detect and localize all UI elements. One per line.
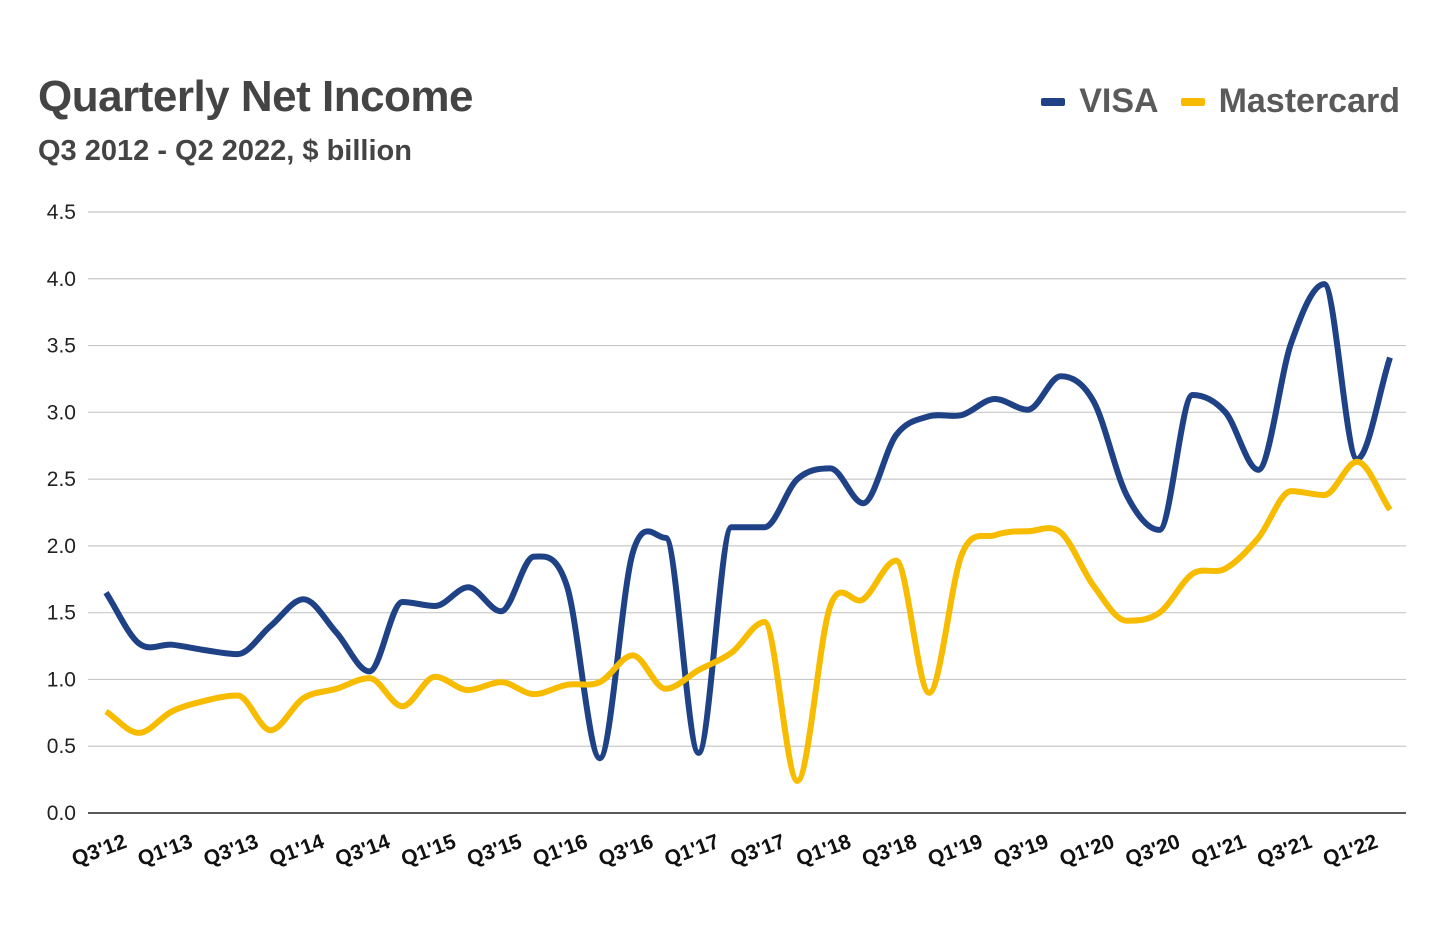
legend-swatch-visa xyxy=(1041,97,1066,106)
x-tick-label: Q1'14 xyxy=(266,830,327,871)
series-line-visa xyxy=(103,281,1393,762)
x-tick-label: Q3'21 xyxy=(1254,830,1315,871)
x-tick-label: Q1'22 xyxy=(1320,830,1381,871)
x-tick-label: Q1'17 xyxy=(661,830,722,871)
y-tick-label: 0.5 xyxy=(47,735,76,758)
legend-label-visa: VISA xyxy=(1079,82,1159,120)
x-tick-label: Q3'19 xyxy=(991,830,1052,871)
x-tick-label: Q3'14 xyxy=(332,830,393,871)
legend: VISA Mastercard xyxy=(1041,82,1400,121)
x-tick-label: Q3'15 xyxy=(464,830,525,871)
legend-item-visa: VISA xyxy=(1041,82,1159,121)
y-tick-label: 1.5 xyxy=(47,602,76,625)
x-tick-label: Q3'17 xyxy=(727,830,788,871)
series-line-mastercard xyxy=(104,458,1393,784)
y-tick-label: 2.0 xyxy=(47,535,76,558)
x-tick-label: Q3'16 xyxy=(596,830,657,871)
series-lines xyxy=(103,281,1393,784)
x-tick-label: Q1'19 xyxy=(925,830,986,871)
x-tick-label: Q1'20 xyxy=(1057,830,1118,871)
x-tick-label: Q3'20 xyxy=(1122,830,1183,871)
x-axis-ticks: Q3'12 Q1'13 Q3'13 Q1'14 Q3'14 Q1'15 Q3'15 Q1'16… xyxy=(69,830,1381,871)
y-axis-ticks: 0.0 0.5 1.0 1.5 2.0 2.5 3.0 3.5 4.0 4.5 xyxy=(47,201,76,825)
y-tick-label: 3.0 xyxy=(47,401,76,424)
x-tick-label: Q3'12 xyxy=(69,830,130,871)
x-tick-label: Q1'18 xyxy=(793,830,854,871)
legend-swatch-mastercard xyxy=(1180,97,1205,106)
chart-title: Quarterly Net Income xyxy=(38,72,474,121)
y-tick-label: 4.5 xyxy=(47,201,76,224)
y-tick-label: 0.0 xyxy=(47,802,76,825)
y-tick-label: 1.0 xyxy=(47,668,76,691)
legend-item-mastercard: Mastercard xyxy=(1180,82,1400,121)
x-tick-label: Q1'15 xyxy=(398,830,459,871)
y-tick-label: 4.0 xyxy=(47,268,76,291)
x-tick-label: Q3'18 xyxy=(859,830,920,871)
x-tick-label: Q1'16 xyxy=(530,830,591,871)
gridlines xyxy=(88,211,1406,747)
x-tick-label: Q1'13 xyxy=(135,830,196,871)
x-tick-label: Q3'13 xyxy=(201,830,262,871)
y-tick-label: 2.5 xyxy=(47,468,76,491)
x-tick-label: Q1'21 xyxy=(1188,830,1249,871)
y-tick-label: 3.5 xyxy=(47,335,76,358)
chart-subtitle: Q3 2012 - Q2 2022, $ billion xyxy=(38,135,412,167)
legend-label-mastercard: Mastercard xyxy=(1218,82,1400,120)
